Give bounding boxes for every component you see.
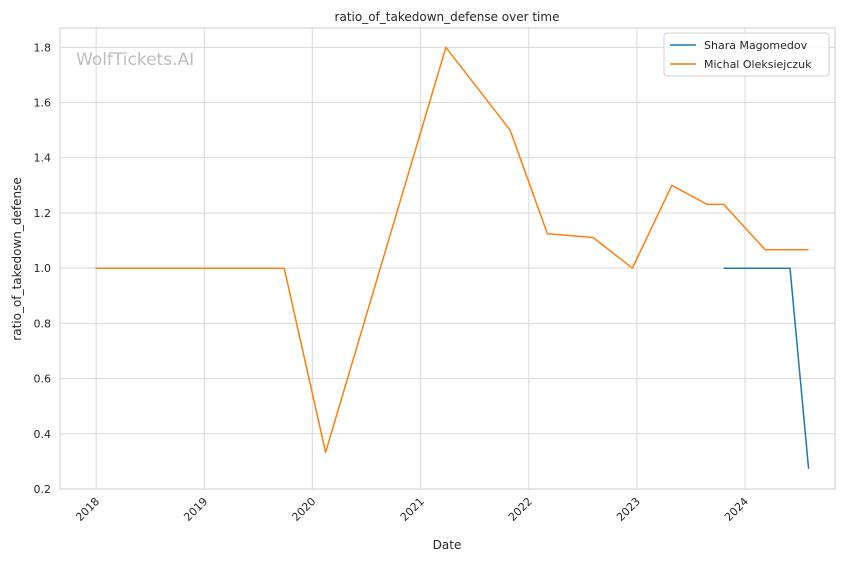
y-tick-label: 0.2 [34, 483, 52, 496]
y-axis-ticks: 0.2 0.4 0.6 0.8 1.0 1.2 1.4 1.6 1.8 [34, 41, 52, 496]
legend-label-shara-magomedov: Shara Magomedov [704, 39, 808, 52]
grid [60, 28, 835, 490]
y-tick-label: 0.4 [34, 428, 52, 441]
x-tick-label: 2018 [73, 495, 102, 524]
y-tick-label: 1.4 [34, 152, 52, 165]
legend-label-michal-oleksiejczuk: Michal Oleksiejczuk [704, 58, 812, 71]
x-tick-label: 2022 [506, 495, 535, 524]
watermark: WolfTickets.AI [76, 50, 194, 70]
y-tick-label: 1.0 [34, 262, 52, 275]
y-tick-label: 1.8 [34, 41, 52, 54]
y-tick-label: 0.8 [34, 317, 52, 330]
x-axis-title: Date [433, 538, 462, 552]
chart-title: ratio_of_takedown_defense over time [335, 10, 560, 24]
series-line-michal-oleksiejczuk [95, 46, 809, 454]
x-axis-ticks: 2018 2019 2020 2021 2022 2023 2024 [73, 495, 751, 524]
y-axis-title: ratio_of_takedown_defense [10, 177, 24, 340]
x-tick-label: 2023 [614, 495, 643, 524]
x-tick-label: 2019 [181, 495, 210, 524]
x-tick-label: 2020 [289, 495, 318, 524]
series-line-shara-magomedov [723, 267, 810, 469]
y-tick-label: 0.6 [34, 373, 52, 386]
x-tick-label: 2021 [398, 495, 427, 524]
legend: Shara Magomedov Michal Oleksiejczuk [663, 32, 830, 77]
y-tick-label: 1.6 [34, 97, 52, 110]
plot-frame [59, 27, 836, 490]
x-tick-label: 2024 [722, 495, 751, 524]
legend-box [663, 32, 830, 77]
series-layer [95, 46, 810, 469]
y-tick-label: 1.2 [34, 207, 52, 220]
